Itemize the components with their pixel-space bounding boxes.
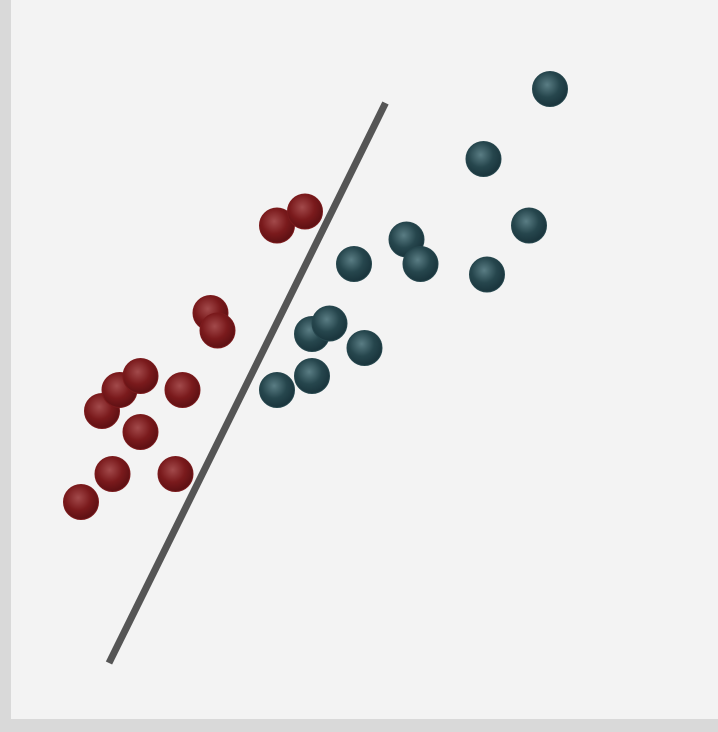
- data-point-class-b-7: [402, 246, 439, 282]
- data-point-class-b-11: [532, 71, 568, 107]
- data-point-class-a-6: [164, 372, 201, 408]
- data-point-class-b-10: [511, 207, 547, 244]
- data-point-class-a-0: [63, 484, 99, 520]
- bottom-axis-bar: [0, 719, 718, 732]
- data-point-class-a-11: [287, 193, 323, 230]
- data-point-class-b-9: [465, 141, 502, 177]
- data-point-class-a-1: [94, 456, 131, 492]
- data-point-class-b-8: [469, 256, 505, 293]
- data-point-class-a-4: [122, 414, 159, 450]
- data-point-class-a-2: [157, 456, 194, 492]
- data-point-class-a-7: [122, 358, 159, 394]
- data-point-class-b-4: [346, 330, 383, 366]
- data-point-class-b-5: [336, 246, 372, 282]
- decision-boundary-line: [105, 101, 389, 665]
- left-axis-bar: [0, 0, 11, 732]
- data-point-class-b-3: [311, 305, 348, 342]
- data-point-class-b-0: [259, 372, 295, 408]
- data-point-class-b-1: [294, 358, 330, 394]
- data-point-class-a-9: [199, 312, 236, 349]
